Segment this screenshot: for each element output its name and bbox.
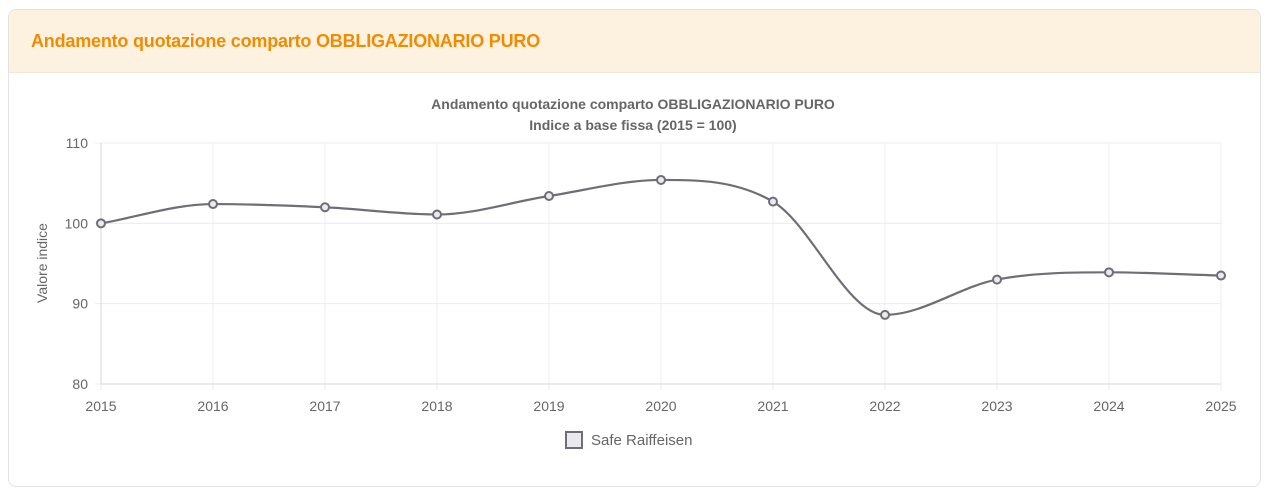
data-point xyxy=(208,199,218,210)
data-point xyxy=(432,209,442,220)
x-tick-label: 2019 xyxy=(533,398,564,414)
x-tick-label: 2015 xyxy=(85,398,116,414)
x-tick-label: 2021 xyxy=(757,398,788,414)
data-point xyxy=(768,196,778,207)
series-layer xyxy=(96,174,1226,320)
chart-subtitle: Indice a base fissa (2015 = 100) xyxy=(529,117,736,133)
data-point xyxy=(1216,270,1226,281)
data-point xyxy=(1104,267,1114,278)
y-tick-label: 90 xyxy=(72,296,88,312)
x-tick-label: 2017 xyxy=(309,398,340,414)
grid-lines xyxy=(95,142,1222,390)
data-point xyxy=(656,174,666,185)
panel-header: Andamento quotazione comparto OBBLIGAZIO… xyxy=(9,10,1260,73)
y-axis-label: Valore indice xyxy=(34,223,50,303)
legend-label[interactable]: Safe Raiffeisen xyxy=(591,432,692,449)
panel-title: Andamento quotazione comparto OBBLIGAZIO… xyxy=(31,30,541,51)
chart-title: Andamento quotazione comparto OBBLIGAZIO… xyxy=(431,96,835,112)
data-point xyxy=(992,274,1002,285)
y-tick-label: 110 xyxy=(66,135,89,151)
x-tick-label: 2023 xyxy=(981,398,1012,414)
y-tick-label: 100 xyxy=(65,215,89,231)
data-point xyxy=(96,218,106,229)
x-tick-label: 2025 xyxy=(1205,398,1236,414)
legend-swatch[interactable] xyxy=(565,431,583,449)
chart-panel: Andamento quotazione comparto OBBLIGAZIO… xyxy=(8,9,1261,487)
x-tick-label: 2016 xyxy=(197,398,228,414)
legend[interactable]: Safe Raiffeisen xyxy=(565,431,692,449)
data-point xyxy=(880,309,890,320)
y-tick-label: 80 xyxy=(72,376,88,392)
data-point xyxy=(544,191,554,202)
x-tick-label: 2022 xyxy=(869,398,900,414)
series-line xyxy=(100,178,1222,317)
data-point xyxy=(320,202,330,213)
x-tick-label: 2024 xyxy=(1093,398,1124,414)
x-tick-label: 2020 xyxy=(645,398,676,414)
x-tick-label: 2018 xyxy=(421,398,452,414)
axes: 2015 2016 2017 2018 2019 2020 2021 2022 2023 2024… xyxy=(65,135,1237,414)
